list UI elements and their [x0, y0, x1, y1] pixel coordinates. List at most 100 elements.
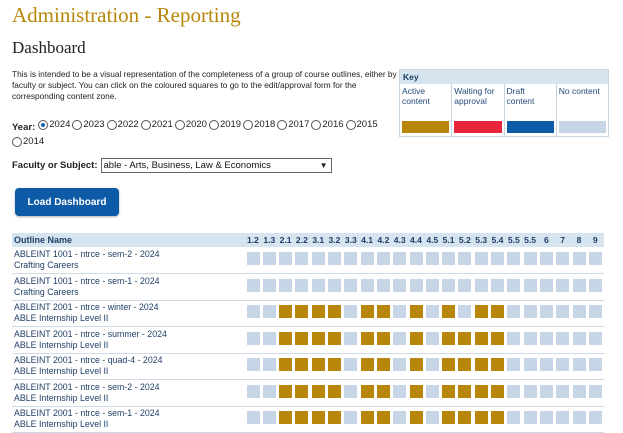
year-radio-2015[interactable]: 2015 — [345, 118, 378, 132]
content-zone-cell[interactable] — [376, 305, 390, 318]
content-zone-cell[interactable] — [262, 278, 276, 292]
content-zone-cell[interactable] — [588, 331, 602, 345]
content-zone-cell[interactable] — [523, 331, 537, 345]
outline-name[interactable]: ABLEINT 1001 - ntrce - sem-1 - 2024 Craft… — [14, 276, 244, 298]
content-zone-cell[interactable] — [491, 384, 504, 398]
content-zone-cell[interactable] — [295, 331, 309, 345]
content-zone-cell[interactable] — [311, 278, 325, 292]
content-zone-cell[interactable] — [246, 278, 260, 292]
content-zone-cell[interactable] — [328, 252, 341, 265]
content-zone-cell[interactable] — [279, 252, 293, 265]
content-zone-cell[interactable] — [409, 411, 423, 424]
content-zone-cell[interactable] — [393, 278, 407, 292]
content-zone-cell[interactable] — [246, 411, 260, 424]
radio-button[interactable] — [38, 120, 49, 130]
content-zone-cell[interactable] — [262, 305, 276, 318]
content-zone-cell[interactable] — [393, 252, 407, 265]
content-zone-cell[interactable] — [474, 411, 488, 424]
content-zone-cell[interactable] — [572, 358, 586, 371]
content-zone-cell[interactable] — [279, 384, 293, 398]
content-zone-cell[interactable] — [376, 384, 390, 398]
content-zone-cell[interactable] — [393, 358, 407, 371]
content-zone-cell[interactable] — [344, 278, 358, 292]
content-zone-cell[interactable] — [328, 358, 341, 371]
content-zone-cell[interactable] — [409, 358, 423, 371]
content-zone-cell[interactable] — [328, 305, 341, 318]
content-zone-cell[interactable] — [474, 358, 488, 371]
content-zone-cell[interactable] — [507, 384, 521, 398]
outline-name[interactable]: ABLEINT 2001 - ntrce - quad-4 - 2024 ABLE… — [14, 355, 244, 377]
content-zone-cell[interactable] — [376, 252, 390, 265]
content-zone-cell[interactable] — [442, 278, 456, 292]
content-zone-cell[interactable] — [572, 252, 586, 265]
content-zone-cell[interactable] — [328, 278, 341, 292]
content-zone-cell[interactable] — [474, 331, 488, 345]
content-zone-cell[interactable] — [507, 331, 521, 345]
content-zone-cell[interactable] — [442, 384, 456, 398]
content-zone-cell[interactable] — [344, 411, 358, 424]
content-zone-cell[interactable] — [311, 305, 325, 318]
content-zone-cell[interactable] — [295, 305, 309, 318]
content-zone-cell[interactable] — [262, 384, 276, 398]
content-zone-cell[interactable] — [539, 411, 553, 424]
radio-button[interactable] — [345, 120, 356, 130]
content-zone-cell[interactable] — [328, 384, 341, 398]
content-zone-cell[interactable] — [539, 278, 553, 292]
content-zone-cell[interactable] — [474, 305, 488, 318]
content-zone-cell[interactable] — [539, 331, 553, 345]
content-zone-cell[interactable] — [425, 358, 439, 371]
content-zone-cell[interactable] — [458, 331, 472, 345]
radio-button[interactable] — [174, 120, 185, 130]
content-zone-cell[interactable] — [360, 278, 374, 292]
content-zone-cell[interactable] — [572, 331, 586, 345]
content-zone-cell[interactable] — [409, 384, 423, 398]
content-zone-cell[interactable] — [344, 252, 358, 265]
content-zone-cell[interactable] — [491, 331, 504, 345]
content-zone-cell[interactable] — [507, 358, 521, 371]
content-zone-cell[interactable] — [376, 411, 390, 424]
content-zone-cell[interactable] — [425, 278, 439, 292]
content-zone-cell[interactable] — [393, 305, 407, 318]
year-radio-2024[interactable]: 2024 — [38, 118, 70, 132]
content-zone-cell[interactable] — [523, 252, 537, 265]
content-zone-cell[interactable] — [507, 252, 521, 265]
outline-name[interactable]: ABLEINT 2001 - ntrce - winter - 2024 ABLE… — [14, 302, 244, 324]
content-zone-cell[interactable] — [279, 358, 293, 371]
content-zone-cell[interactable] — [376, 331, 390, 345]
content-zone-cell[interactable] — [279, 411, 293, 424]
content-zone-cell[interactable] — [572, 278, 586, 292]
content-zone-cell[interactable] — [295, 358, 309, 371]
content-zone-cell[interactable] — [474, 278, 488, 292]
content-zone-cell[interactable] — [262, 411, 276, 424]
content-zone-cell[interactable] — [523, 278, 537, 292]
content-zone-cell[interactable] — [539, 358, 553, 371]
content-zone-cell[interactable] — [409, 305, 423, 318]
content-zone-cell[interactable] — [311, 384, 325, 398]
outline-name[interactable]: ABLEINT 2001 - ntrce - sem-1 - 2024 ABLE … — [14, 408, 244, 430]
content-zone-cell[interactable] — [572, 305, 586, 318]
content-zone-cell[interactable] — [442, 411, 456, 424]
radio-button[interactable] — [12, 137, 22, 147]
content-zone-cell[interactable] — [588, 252, 602, 265]
content-zone-cell[interactable] — [409, 331, 423, 345]
radio-button[interactable] — [72, 120, 83, 130]
content-zone-cell[interactable] — [588, 411, 602, 424]
content-zone-cell[interactable] — [556, 278, 570, 292]
content-zone-cell[interactable] — [393, 411, 407, 424]
content-zone-cell[interactable] — [491, 278, 504, 292]
content-zone-cell[interactable] — [474, 252, 488, 265]
year-radio-2023[interactable]: 2023 — [72, 118, 105, 132]
content-zone-cell[interactable] — [360, 305, 374, 318]
content-zone-cell[interactable] — [474, 384, 488, 398]
content-zone-cell[interactable] — [442, 331, 456, 345]
content-zone-cell[interactable] — [311, 358, 325, 371]
content-zone-cell[interactable] — [507, 278, 521, 292]
content-zone-cell[interactable] — [458, 358, 472, 371]
content-zone-cell[interactable] — [295, 278, 309, 292]
content-zone-cell[interactable] — [556, 358, 570, 371]
content-zone-cell[interactable] — [425, 252, 439, 265]
content-zone-cell[interactable] — [360, 358, 374, 371]
content-zone-cell[interactable] — [295, 252, 309, 265]
year-radio-2016[interactable]: 2016 — [311, 118, 344, 132]
content-zone-cell[interactable] — [262, 358, 276, 371]
